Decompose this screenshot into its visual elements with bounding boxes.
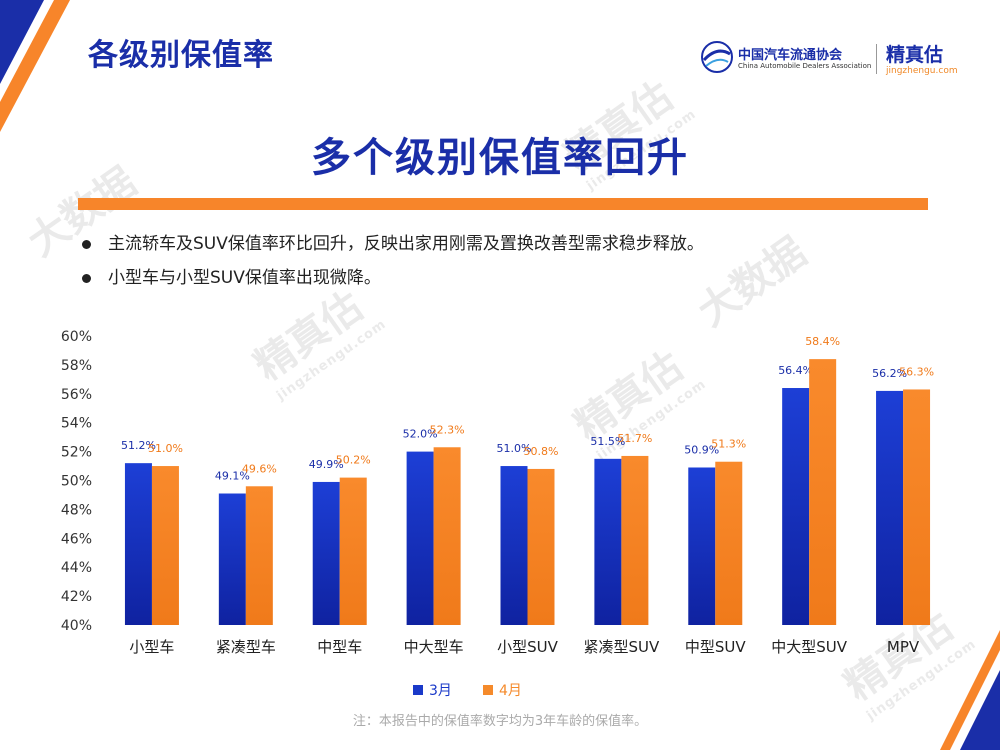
jzg-logo-url: jingzhengu.com: [886, 66, 958, 76]
y-tick-label: 60%: [61, 329, 92, 345]
data-label: 56.4%: [778, 364, 813, 377]
logo-area: 中国汽车流通协会 China Automobile Dealers Associ…: [700, 40, 970, 80]
bar-series-1: [500, 466, 528, 625]
data-label: 51.7%: [617, 432, 652, 445]
data-label: 56.3%: [899, 365, 934, 378]
logo-divider: [876, 44, 877, 74]
jzg-logo-name: 精真估: [886, 44, 944, 66]
x-tick-label: 中大型SUV: [771, 638, 848, 656]
y-tick-label: 48%: [61, 502, 92, 518]
data-label: 51.3%: [711, 438, 746, 451]
data-label: 51.0%: [148, 442, 183, 455]
y-tick-label: 56%: [61, 387, 92, 403]
bullet-dot-icon: [82, 274, 91, 283]
cada-logo-icon: [701, 41, 733, 73]
bullet-list: 主流轿车及SUV保值率环比回升，反映出家用刚需及置换改善型需求稳步释放。 小型车…: [80, 230, 704, 298]
data-label: 50.2%: [336, 454, 371, 467]
bar-series-1: [124, 463, 152, 625]
bar-series-1: [688, 467, 716, 625]
bullet-text: 小型车与小型SUV保值率出现微降。: [108, 268, 381, 288]
bar-series-2: [433, 447, 461, 625]
footnote: 注：本报告中的保值率数字均为3年车龄的保值率。: [352, 714, 648, 729]
corner-stripes-bottom-right: [940, 630, 1000, 750]
page-title: 各级别保值率: [88, 38, 274, 73]
data-label: 51.0%: [497, 442, 532, 455]
y-tick-label: 42%: [61, 589, 92, 605]
x-tick-label: 小型车: [129, 638, 174, 656]
legend-label: 4月: [499, 683, 522, 699]
bar-series-2: [245, 486, 273, 625]
data-label: 52.3%: [430, 423, 465, 436]
data-label: 51.5%: [590, 435, 625, 448]
y-tick-label: 44%: [61, 560, 92, 576]
bar-series-2: [527, 468, 555, 625]
bar-series-1: [594, 458, 622, 625]
data-label: 50.9%: [684, 443, 719, 456]
legend-label: 3月: [429, 683, 452, 699]
bar-series-2: [339, 477, 367, 625]
bullet-dot-icon: [82, 240, 91, 249]
data-label: 49.6%: [242, 462, 277, 475]
legend-swatch: [483, 685, 493, 695]
data-label: 56.2%: [872, 367, 907, 380]
data-label: 50.8%: [524, 445, 559, 458]
data-label: 49.1%: [215, 470, 250, 483]
bar-series-2: [903, 389, 931, 625]
legend-swatch: [413, 685, 423, 695]
x-tick-label: 中大型车: [404, 638, 464, 656]
data-label: 52.0%: [403, 428, 438, 441]
cada-name: 中国汽车流通协会: [738, 48, 843, 63]
cada-english-name: China Automobile Dealers Association: [738, 62, 872, 70]
bar-series-2: [809, 359, 837, 625]
bar-series-1: [218, 493, 246, 625]
data-label: 51.2%: [121, 439, 156, 452]
data-label: 49.9%: [309, 458, 344, 471]
y-tick-label: 40%: [61, 618, 92, 634]
y-tick-label: 54%: [61, 416, 92, 432]
bar-series-1: [782, 388, 810, 625]
bar-series-1: [876, 390, 904, 625]
y-tick-label: 46%: [61, 531, 92, 547]
main-heading: 多个级别保值率回升: [311, 135, 689, 181]
bar-series-1: [312, 481, 340, 625]
bar-series-2: [621, 455, 649, 625]
bullet-item: 主流轿车及SUV保值率环比回升，反映出家用刚需及置换改善型需求稳步释放。: [80, 230, 704, 264]
x-tick-label: 中型车: [317, 638, 362, 656]
x-tick-label: 紧凑型SUV: [584, 638, 661, 656]
x-tick-label: MPV: [887, 638, 920, 656]
data-label: 58.4%: [805, 335, 840, 348]
y-tick-label: 50%: [61, 474, 92, 490]
y-tick-label: 58%: [61, 358, 92, 374]
x-tick-label: 紧凑型车: [216, 638, 276, 656]
corner-stripes-top-left: [0, 0, 70, 132]
bullet-item: 小型车与小型SUV保值率出现微降。: [80, 264, 704, 298]
bullet-text: 主流轿车及SUV保值率环比回升，反映出家用刚需及置换改善型需求稳步释放。: [108, 234, 704, 254]
bar-series-1: [406, 451, 434, 625]
heading-underline-bar: [78, 198, 928, 210]
x-tick-label: 中型SUV: [685, 638, 747, 656]
y-tick-label: 52%: [61, 445, 92, 461]
bar-series-2: [715, 461, 743, 625]
x-tick-label: 小型SUV: [497, 638, 559, 656]
bar-series-2: [151, 466, 179, 625]
